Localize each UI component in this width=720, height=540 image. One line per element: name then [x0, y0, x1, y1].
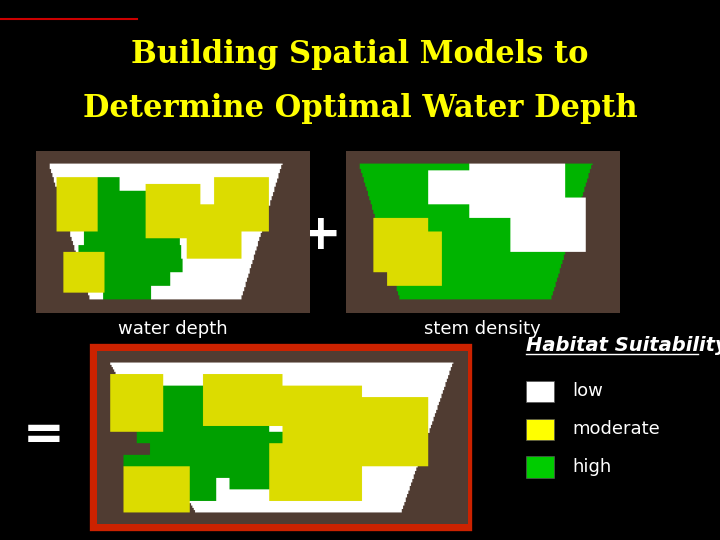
- FancyBboxPatch shape: [526, 456, 554, 478]
- Text: low: low: [572, 382, 603, 401]
- Text: Building Spatial Models to: Building Spatial Models to: [131, 38, 589, 70]
- Text: =: =: [22, 411, 64, 458]
- Text: Habitat Suitability: Habitat Suitability: [526, 336, 720, 355]
- Text: stem density: stem density: [424, 320, 541, 339]
- FancyBboxPatch shape: [526, 381, 554, 402]
- Text: water depth: water depth: [118, 320, 228, 339]
- Text: Determine Optimal Water Depth: Determine Optimal Water Depth: [83, 92, 637, 124]
- FancyBboxPatch shape: [526, 418, 554, 440]
- Text: high: high: [572, 458, 612, 476]
- Text: moderate: moderate: [572, 420, 660, 438]
- Text: +: +: [300, 211, 341, 259]
